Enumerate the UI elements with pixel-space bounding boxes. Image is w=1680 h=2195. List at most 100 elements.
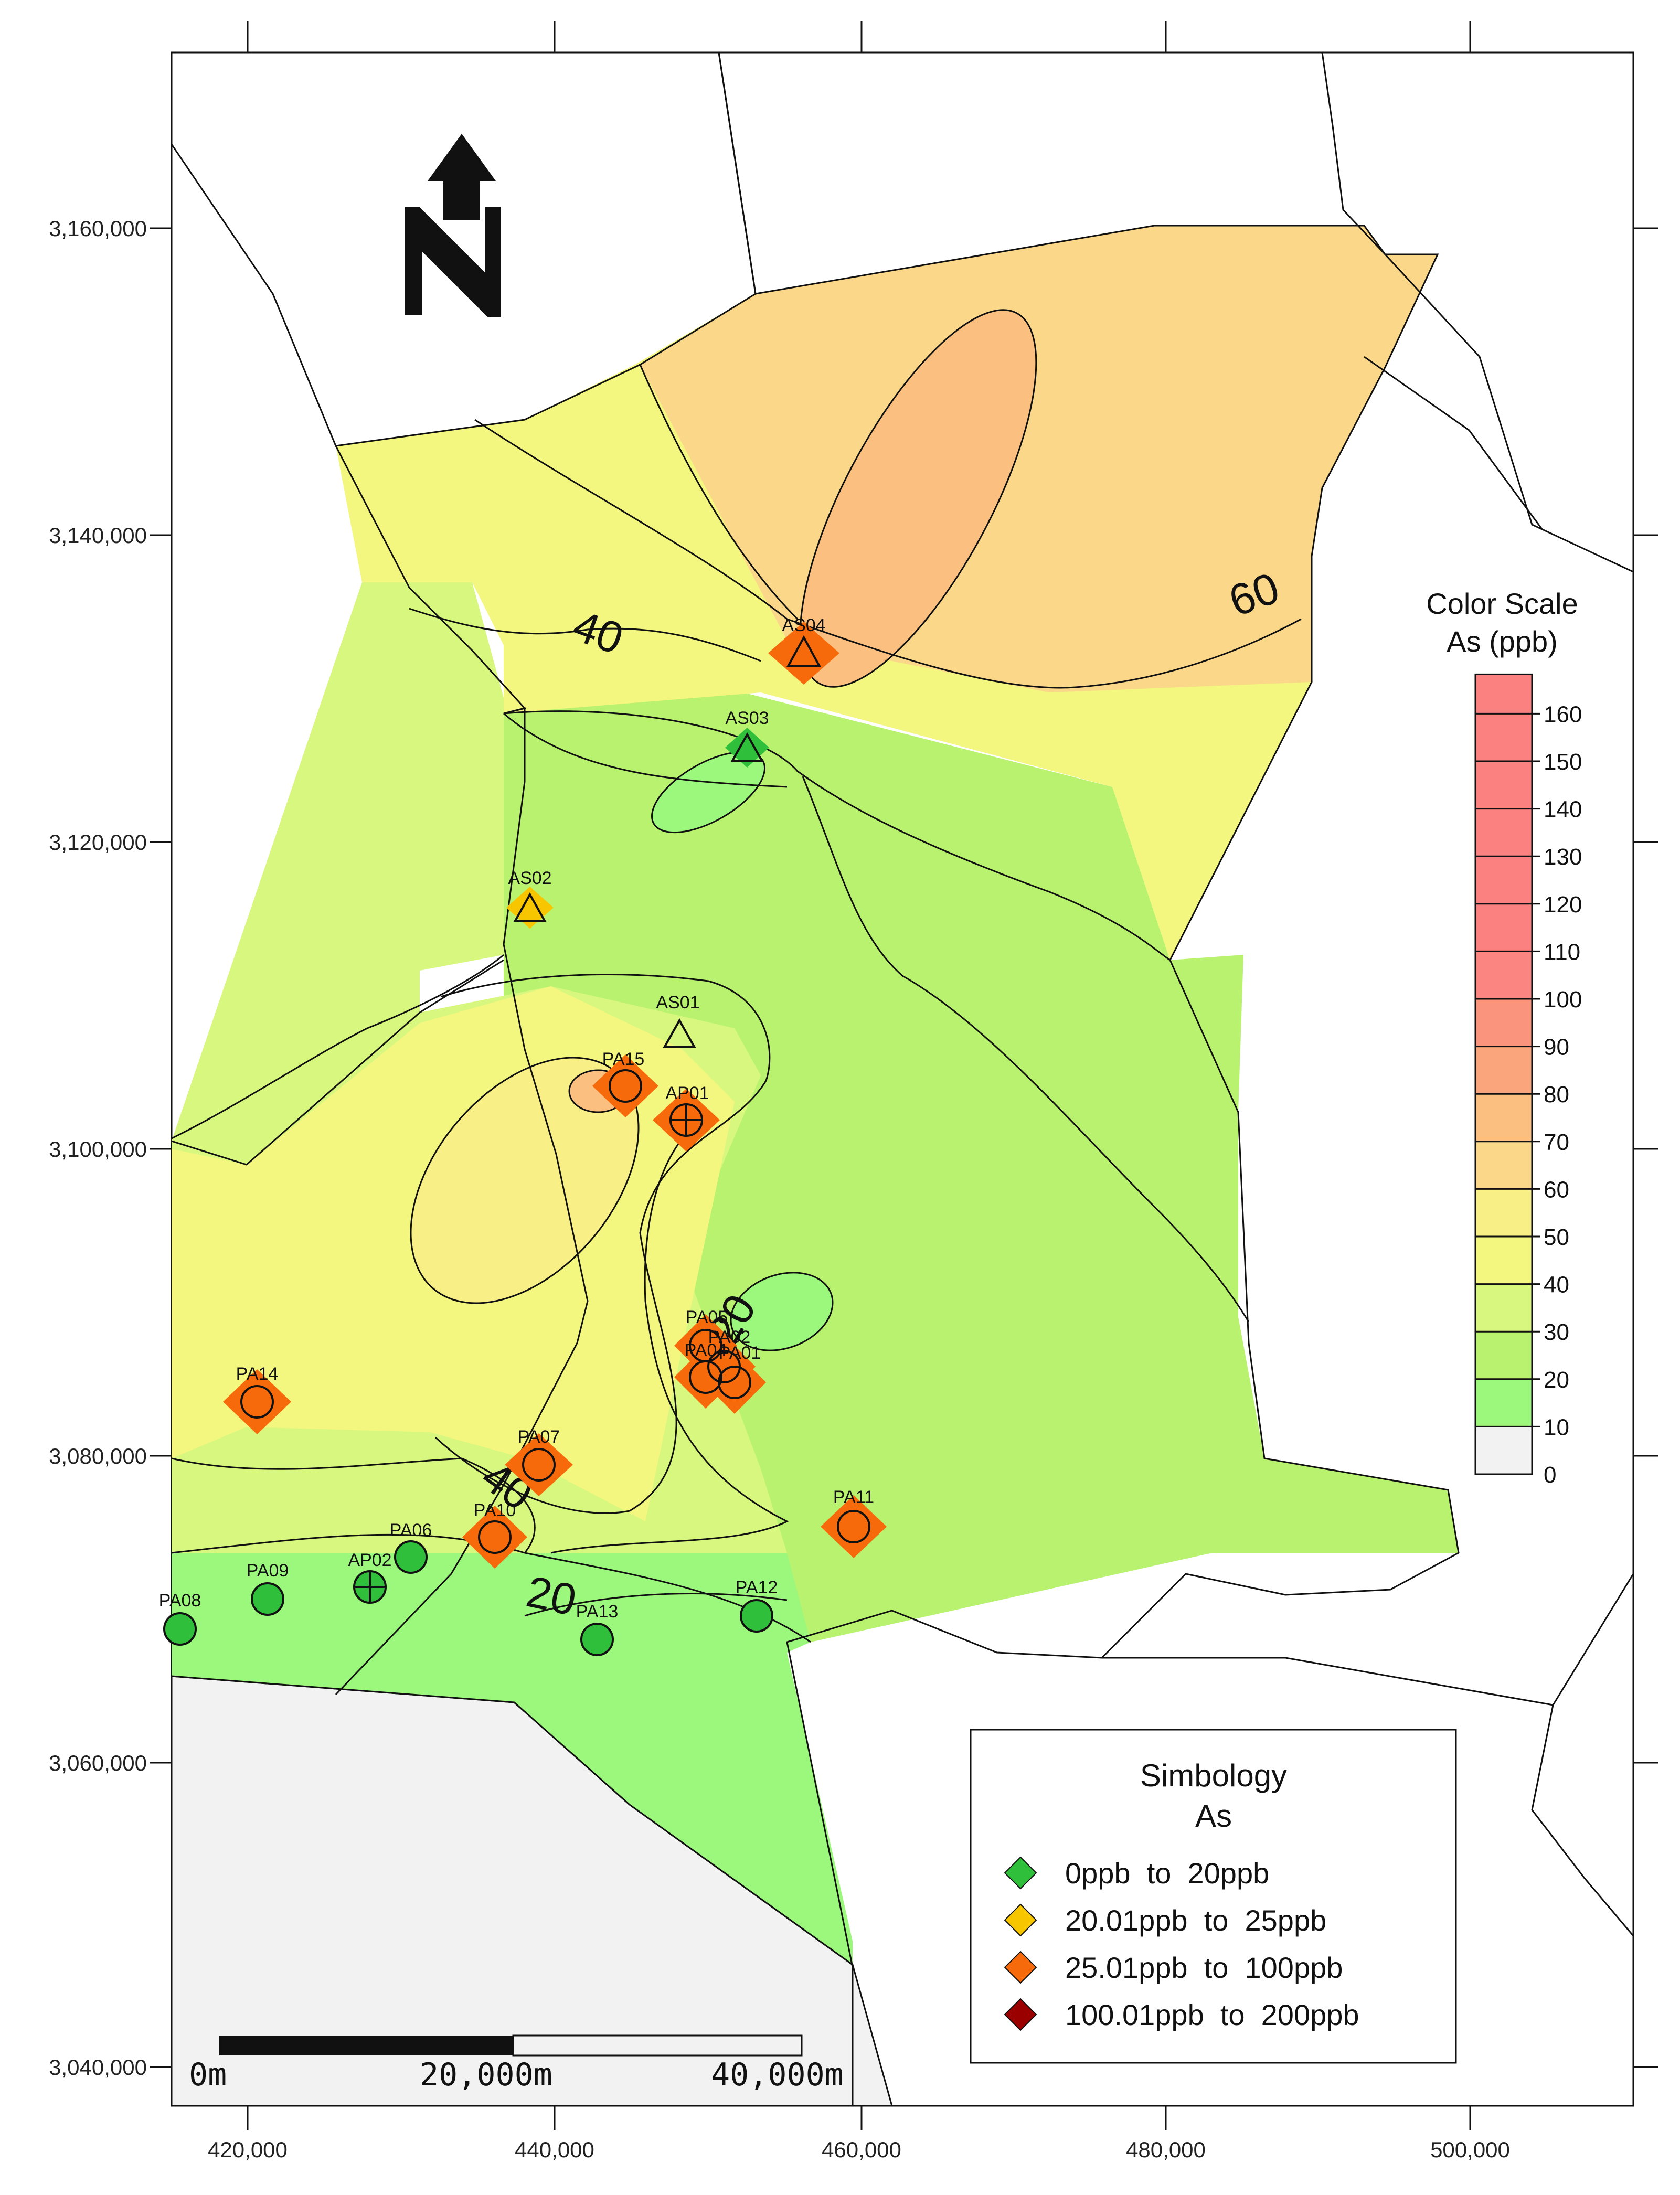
color-scale-band xyxy=(1475,1094,1532,1142)
color-scale-band xyxy=(1475,1379,1532,1427)
station-label: AP02 xyxy=(348,1550,391,1570)
station-marker-circle xyxy=(478,1520,512,1554)
station-label: AP01 xyxy=(665,1083,709,1103)
legend-subtitle: As xyxy=(1195,1798,1232,1834)
x-tick-label: 480,000 xyxy=(1126,2137,1206,2162)
y-tick-label: 3,100,000 xyxy=(49,1137,147,1162)
station-label: AS02 xyxy=(508,868,551,888)
color-scale-label: 70 xyxy=(1544,1130,1569,1155)
y-tick-label: 3,160,000 xyxy=(49,216,147,241)
color-scale-label: 40 xyxy=(1544,1272,1569,1298)
station-label: AS04 xyxy=(782,615,825,635)
station-label: PA09 xyxy=(247,1561,289,1581)
legend-box xyxy=(970,1729,1457,2064)
color-scale-label: 140 xyxy=(1544,797,1582,823)
color-scale-subtitle: As (ppb) xyxy=(1447,625,1558,658)
boundary-lines xyxy=(172,52,1633,2106)
y-tick-label: 3,080,000 xyxy=(49,1444,147,1468)
fill-70-80-oval xyxy=(799,309,1037,688)
station-label: PA02 xyxy=(708,1327,751,1347)
station-marker[interactable] xyxy=(223,1369,291,1434)
color-scale-band xyxy=(1475,1046,1532,1094)
legend-item-label: 25.01ppb to 100ppb xyxy=(1065,1951,1343,1984)
color-scale-band xyxy=(1475,1331,1532,1379)
station-marker-triangle[interactable] xyxy=(663,1018,696,1048)
color-scale-band xyxy=(1475,1426,1532,1474)
scale-bar-label: 20,000m xyxy=(420,2057,552,2093)
color-scale-label: 100 xyxy=(1544,987,1582,1013)
station-marker[interactable] xyxy=(580,1623,614,1656)
color-scale-label: 160 xyxy=(1544,701,1582,727)
color-scale-label: 60 xyxy=(1544,1177,1569,1202)
station-marker[interactable] xyxy=(592,1054,658,1117)
color-scale-band xyxy=(1475,761,1532,809)
station-marker[interactable] xyxy=(768,622,839,685)
color-scale: Color Scale As (ppb) 0 10 20 30 40 50 60 70 80 90… xyxy=(1426,587,1582,1488)
color-scale-band xyxy=(1475,903,1532,952)
legend-swatch xyxy=(1004,1951,1037,1984)
y-tick-label: 3,060,000 xyxy=(49,1751,147,1775)
station-label: PA05 xyxy=(686,1307,728,1327)
station-marker-triangle xyxy=(730,732,764,762)
y-tick-label: 3,120,000 xyxy=(49,830,147,855)
station-label: PA14 xyxy=(236,1364,279,1384)
scale-bar-label: 0m xyxy=(189,2057,227,2093)
station-marker[interactable] xyxy=(740,1599,773,1633)
scale-bar xyxy=(219,2034,803,2057)
station-marker[interactable] xyxy=(251,1582,284,1616)
color-scale-label: 10 xyxy=(1544,1414,1569,1440)
legend-item-label: 0ppb to 20ppb xyxy=(1065,1857,1269,1890)
legend-title: Simbology xyxy=(1140,1758,1287,1793)
color-scale-label: 120 xyxy=(1544,892,1582,918)
station-marker[interactable] xyxy=(703,1351,766,1414)
legend-swatch xyxy=(1004,1903,1037,1937)
color-scale-label: 90 xyxy=(1544,1035,1569,1060)
station-marker-circle xyxy=(240,1385,274,1419)
color-scale-bar: 0 10 20 30 40 50 60 70 80 90 100 110 120 130 140 150 160 xyxy=(1474,673,1582,1488)
station-label: PA11 xyxy=(833,1487,874,1507)
station-marker-circle xyxy=(718,1366,751,1399)
station-marker-circle xyxy=(522,1448,556,1482)
fill-20-30-pocket xyxy=(730,1272,834,1351)
station-marker-circle xyxy=(837,1510,870,1543)
station-marker-triangle xyxy=(786,635,822,667)
station-marker[interactable] xyxy=(506,887,554,929)
station-marker[interactable] xyxy=(394,1540,428,1574)
legend-swatch xyxy=(1004,1856,1037,1890)
color-scale-band xyxy=(1475,1141,1532,1189)
color-scale-label: 130 xyxy=(1544,844,1582,870)
contour-lines xyxy=(172,364,1302,1643)
fill-10-20 xyxy=(172,1553,1212,1965)
station-marker[interactable] xyxy=(163,1612,197,1646)
station-marker[interactable] xyxy=(505,1433,573,1496)
station-marker[interactable] xyxy=(821,1495,887,1558)
color-scale-band xyxy=(1475,808,1532,857)
color-scale-label: 150 xyxy=(1544,749,1582,775)
station-label: PA13 xyxy=(576,1602,619,1622)
station-label: PA12 xyxy=(736,1578,778,1597)
station-marker-circle xyxy=(609,1069,642,1103)
contour-label: 20 xyxy=(523,1567,581,1625)
station-label: PA01 xyxy=(719,1343,761,1363)
color-scale-label: 20 xyxy=(1544,1367,1569,1393)
station-label: AS01 xyxy=(656,993,699,1013)
color-scale-outline xyxy=(1474,673,1533,1475)
station-marker-triangle xyxy=(513,892,547,922)
color-scale-label: 50 xyxy=(1544,1224,1569,1250)
station-markers xyxy=(163,622,887,1656)
color-scale-band xyxy=(1475,1284,1532,1332)
station-label: PA08 xyxy=(159,1591,201,1611)
x-tick-label: 440,000 xyxy=(515,2137,594,2162)
x-tick-label: 500,000 xyxy=(1430,2137,1510,2162)
color-scale-band xyxy=(1475,1189,1532,1237)
station-marker[interactable] xyxy=(462,1506,527,1569)
station-marker[interactable] xyxy=(725,728,769,768)
legend: Simbology As 0ppb to 20ppb 20.01ppb to 2… xyxy=(970,1729,1457,2064)
color-scale-band xyxy=(1475,713,1532,761)
x-tick-label: 460,000 xyxy=(822,2137,901,2162)
legend-swatch xyxy=(1004,1998,1037,2031)
y-tick-label: 3,040,000 xyxy=(49,2055,147,2080)
color-scale-label: 0 xyxy=(1544,1462,1556,1488)
color-scale-label: 110 xyxy=(1544,939,1580,965)
